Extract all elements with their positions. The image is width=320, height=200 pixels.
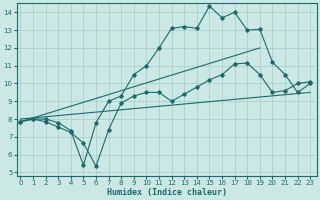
X-axis label: Humidex (Indice chaleur): Humidex (Indice chaleur): [107, 188, 227, 197]
